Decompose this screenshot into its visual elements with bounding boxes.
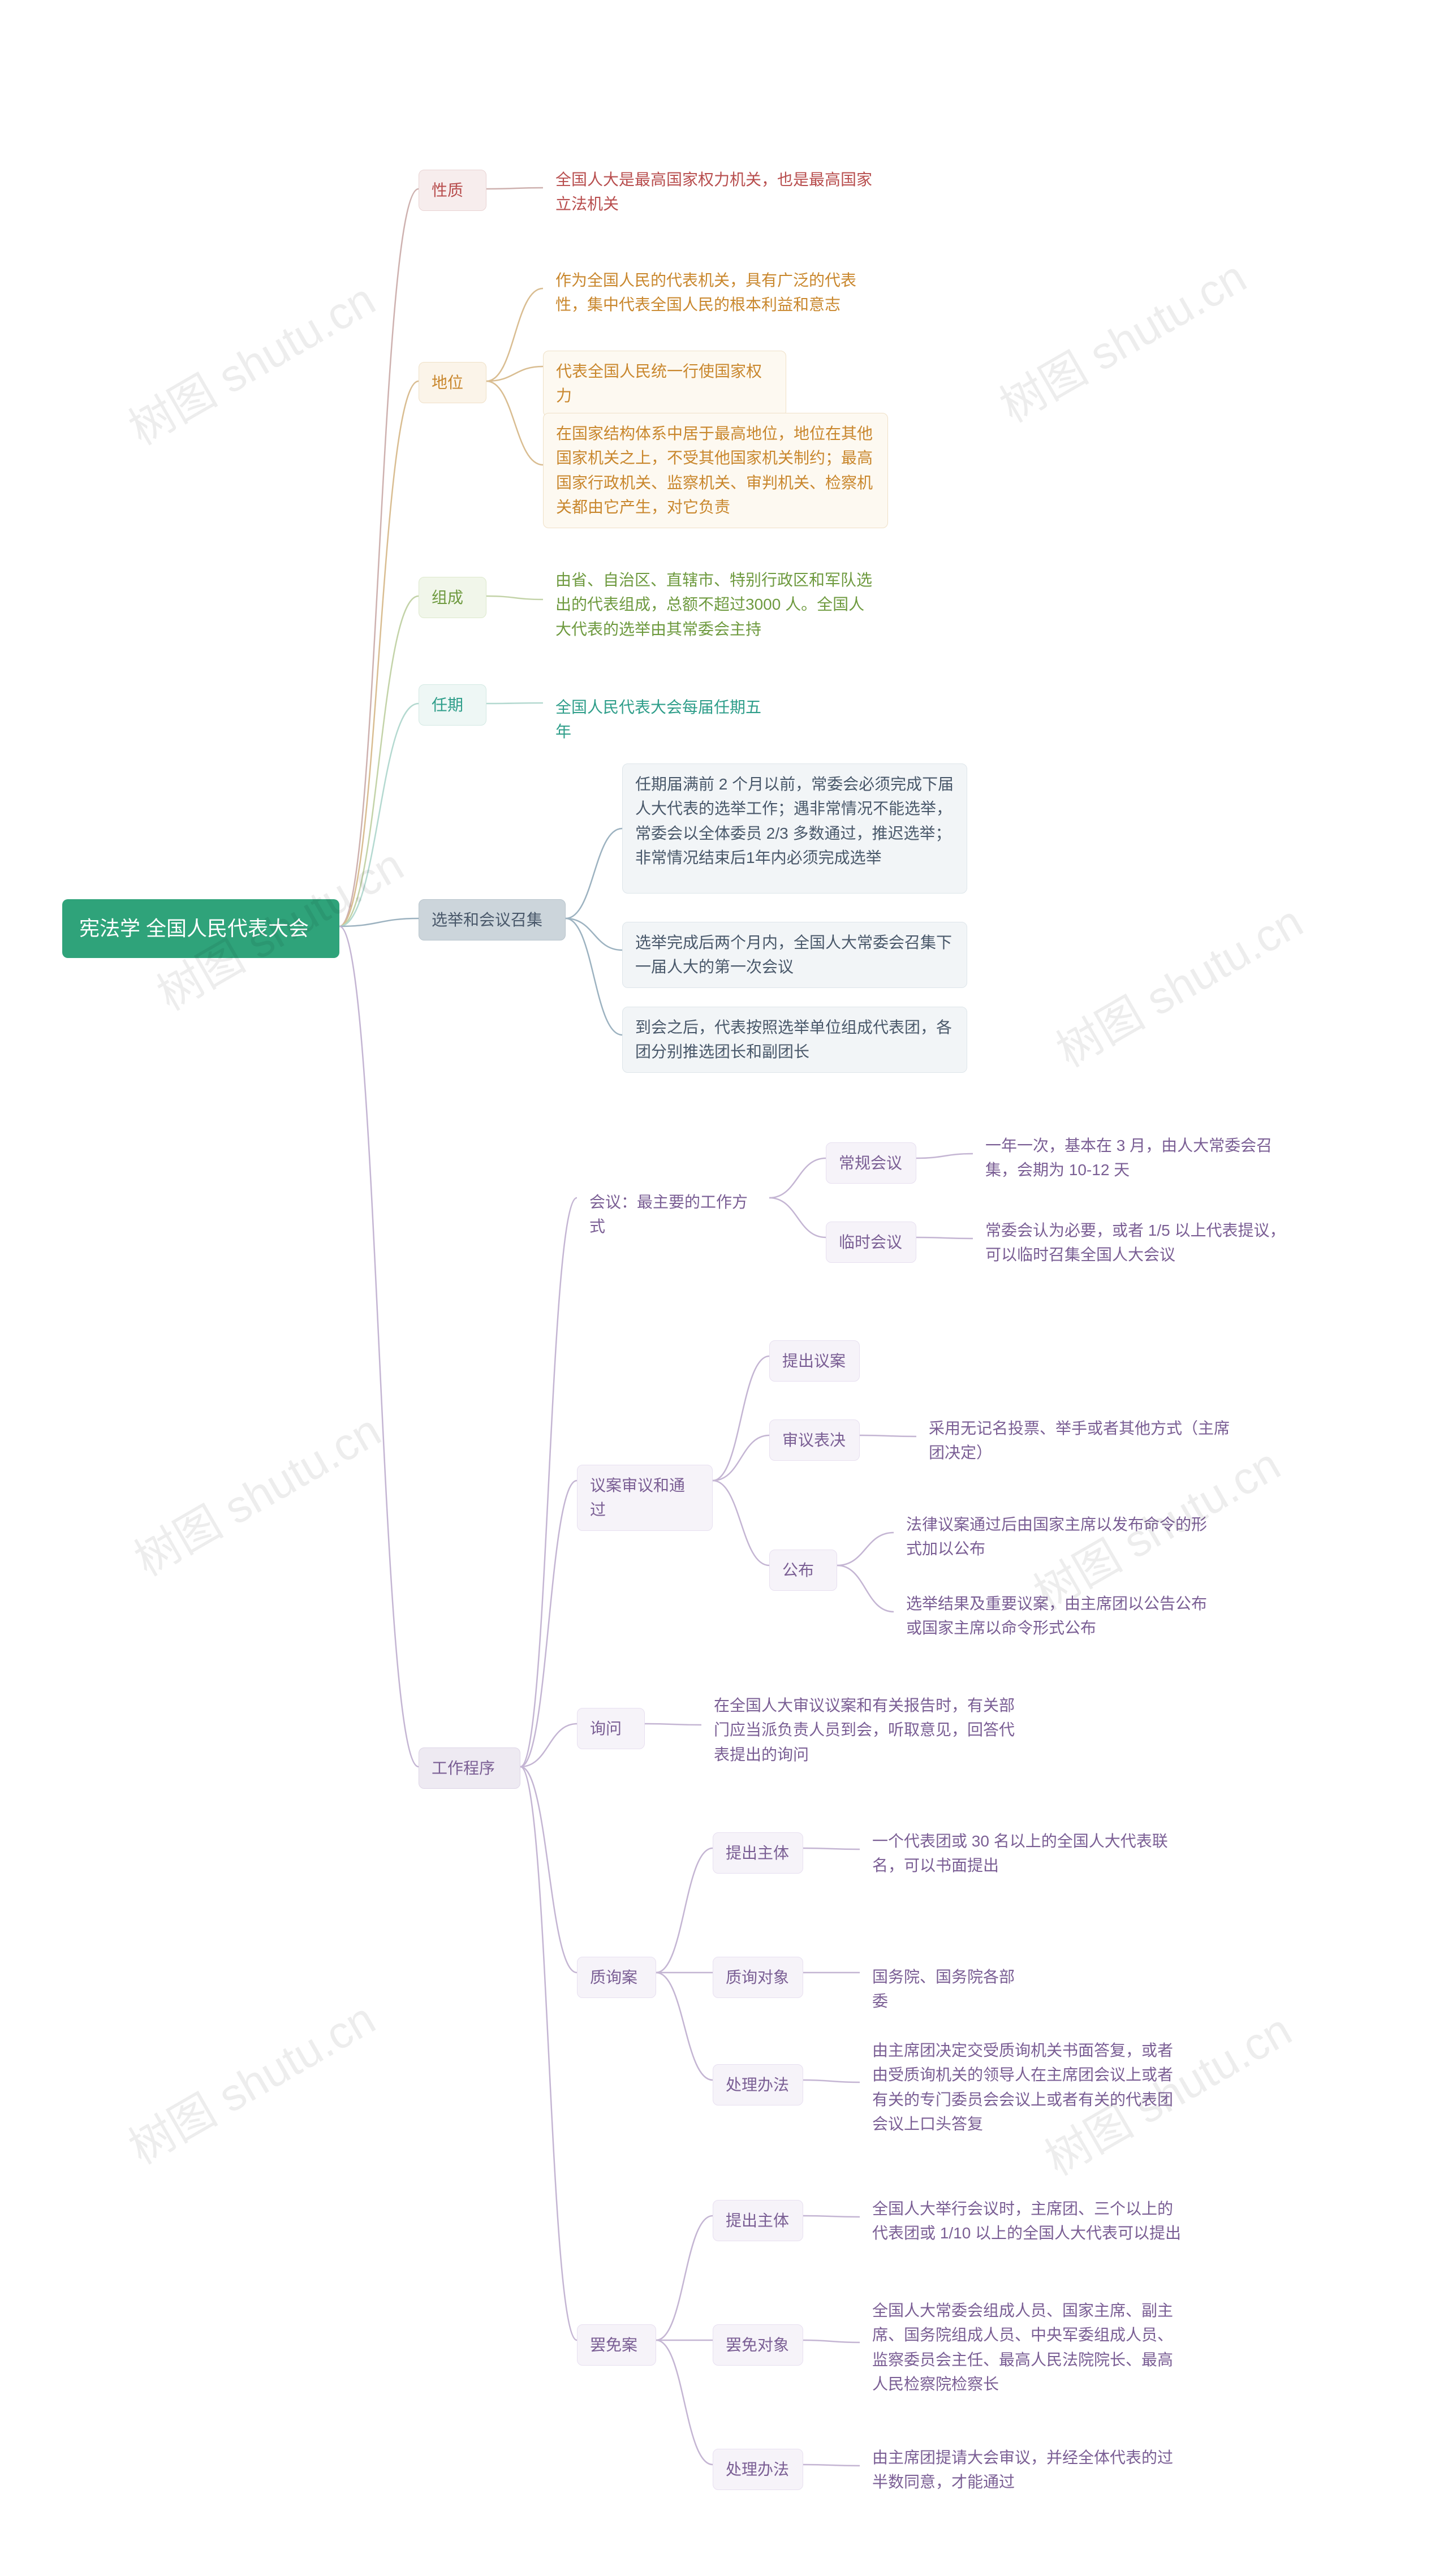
- mindmap-node[interactable]: 提出主体: [713, 1832, 803, 1874]
- mindmap-canvas: 宪法学 全国人民代表大会 性质 全国人大是最高国家权力机关，也是最高国家立法机关地位…: [23, 34, 1448, 2531]
- mindmap-node[interactable]: 选举完成后两个月内，全国人大常委会召集下一届人大的第一次会议: [622, 922, 967, 988]
- mindmap-node[interactable]: 任期届满前 2 个月以前，常委会必须完成下届人大代表的选举工作；遇非常情况不能选…: [622, 763, 967, 894]
- mindmap-node[interactable]: 工作程序: [419, 1747, 520, 1789]
- mindmap-node[interactable]: 采用无记名投票、举手或者其他方式（主席团决定）: [916, 1408, 1256, 1473]
- mindmap-node[interactable]: 临时会议: [826, 1222, 916, 1263]
- mindmap-node[interactable]: 选举和会议召集: [419, 899, 566, 940]
- mindmap-node[interactable]: 处理办法: [713, 2064, 803, 2105]
- watermark: 树图 shutu.cn: [986, 241, 1256, 435]
- mindmap-node[interactable]: 组成: [419, 577, 486, 618]
- mindmap-node[interactable]: 全国人大举行会议时，主席团、三个以上的代表团或 1/10 以上的全国人大代表可以…: [860, 2189, 1199, 2254]
- mindmap-node[interactable]: 议案审议和通过: [577, 1465, 713, 1531]
- mindmap-node[interactable]: 质询对象: [713, 1957, 803, 1998]
- mindmap-node[interactable]: 任期: [419, 684, 486, 726]
- mindmap-node[interactable]: 国务院、国务院各部委: [860, 1957, 1041, 2022]
- mindmap-node[interactable]: 询问: [577, 1708, 645, 1749]
- mindmap-node[interactable]: 在全国人大审议议案和有关报告时，有关部门应当派负责人员到会，听取意见，回答代表提…: [701, 1685, 1041, 1775]
- mindmap-node[interactable]: 罢免案: [577, 2324, 656, 2366]
- mindmap-node[interactable]: 在国家结构体系中居于最高地位，地位在其他国家机关之上，不受其他国家机关制约；最高…: [543, 413, 888, 528]
- watermark: 树图 shutu.cn: [120, 1395, 391, 1589]
- mindmap-node[interactable]: 全国人大常委会组成人员、国家主席、副主席、国务院组成人员、中央军委组成人员、监察…: [860, 2290, 1199, 2405]
- mindmap-node[interactable]: 会议：最主要的工作方式: [577, 1182, 769, 1247]
- mindmap-node[interactable]: 选举结果及重要议案，由主席团以公告公布或国家主席以命令形式公布: [894, 1583, 1233, 1649]
- mindmap-node[interactable]: 由省、自治区、直辖市、特别行政区和军队选出的代表组成，总额不超过3000 人。全…: [543, 560, 888, 649]
- mindmap-node[interactable]: 质询案: [577, 1957, 656, 1998]
- mindmap-node[interactable]: 法律议案通过后由国家主席以发布命令的形式加以公布: [894, 1504, 1233, 1569]
- mindmap-node[interactable]: 由主席团决定交受质询机关书面答复，或者由受质询机关的领导人在主席团会议上或者有关…: [860, 2030, 1199, 2144]
- mindmap-node[interactable]: 到会之后，代表按照选举单位组成代表团，各团分别推选团长和副团长: [622, 1007, 967, 1073]
- mindmap-node[interactable]: 性质: [419, 170, 486, 211]
- mindmap-node[interactable]: 一个代表团或 30 名以上的全国人大代表联名，可以书面提出: [860, 1821, 1199, 1886]
- mindmap-node[interactable]: 全国人大是最高国家权力机关，也是最高国家立法机关: [543, 159, 888, 225]
- mindmap-node[interactable]: 作为全国人民的代表机关，具有广泛的代表性，集中代表全国人民的根本利益和意志: [543, 260, 888, 325]
- mindmap-node[interactable]: 审议表决: [769, 1419, 860, 1461]
- mindmap-node[interactable]: 宪法学 全国人民代表大会: [62, 899, 339, 958]
- watermark: 树图 shutu.cn: [115, 1983, 385, 2177]
- mindmap-node[interactable]: 常规会议: [826, 1142, 916, 1184]
- mindmap-node[interactable]: 常委会认为必要，或者 1/5 以上代表提议，可以临时召集全国人大会议: [973, 1210, 1312, 1275]
- mindmap-node[interactable]: 代表全国人民统一行使国家权力: [543, 351, 786, 417]
- mindmap-node[interactable]: 提出议案: [769, 1340, 860, 1382]
- mindmap-node[interactable]: 公布: [769, 1550, 837, 1591]
- mindmap-node[interactable]: 由主席团提请大会审议，并经全体代表的过半数同意，才能通过: [860, 2437, 1199, 2502]
- mindmap-node[interactable]: 地位: [419, 362, 486, 403]
- mindmap-node[interactable]: 提出主体: [713, 2200, 803, 2241]
- watermark: 树图 shutu.cn: [1042, 886, 1313, 1080]
- mindmap-node[interactable]: 罢免对象: [713, 2324, 803, 2366]
- mindmap-node[interactable]: 处理办法: [713, 2449, 803, 2490]
- mindmap-node[interactable]: 全国人民代表大会每届任期五年: [543, 687, 786, 752]
- watermark: 树图 shutu.cn: [115, 264, 385, 458]
- mindmap-node[interactable]: 一年一次，基本在 3 月，由人大常委会召集，会期为 10-12 天: [973, 1125, 1312, 1190]
